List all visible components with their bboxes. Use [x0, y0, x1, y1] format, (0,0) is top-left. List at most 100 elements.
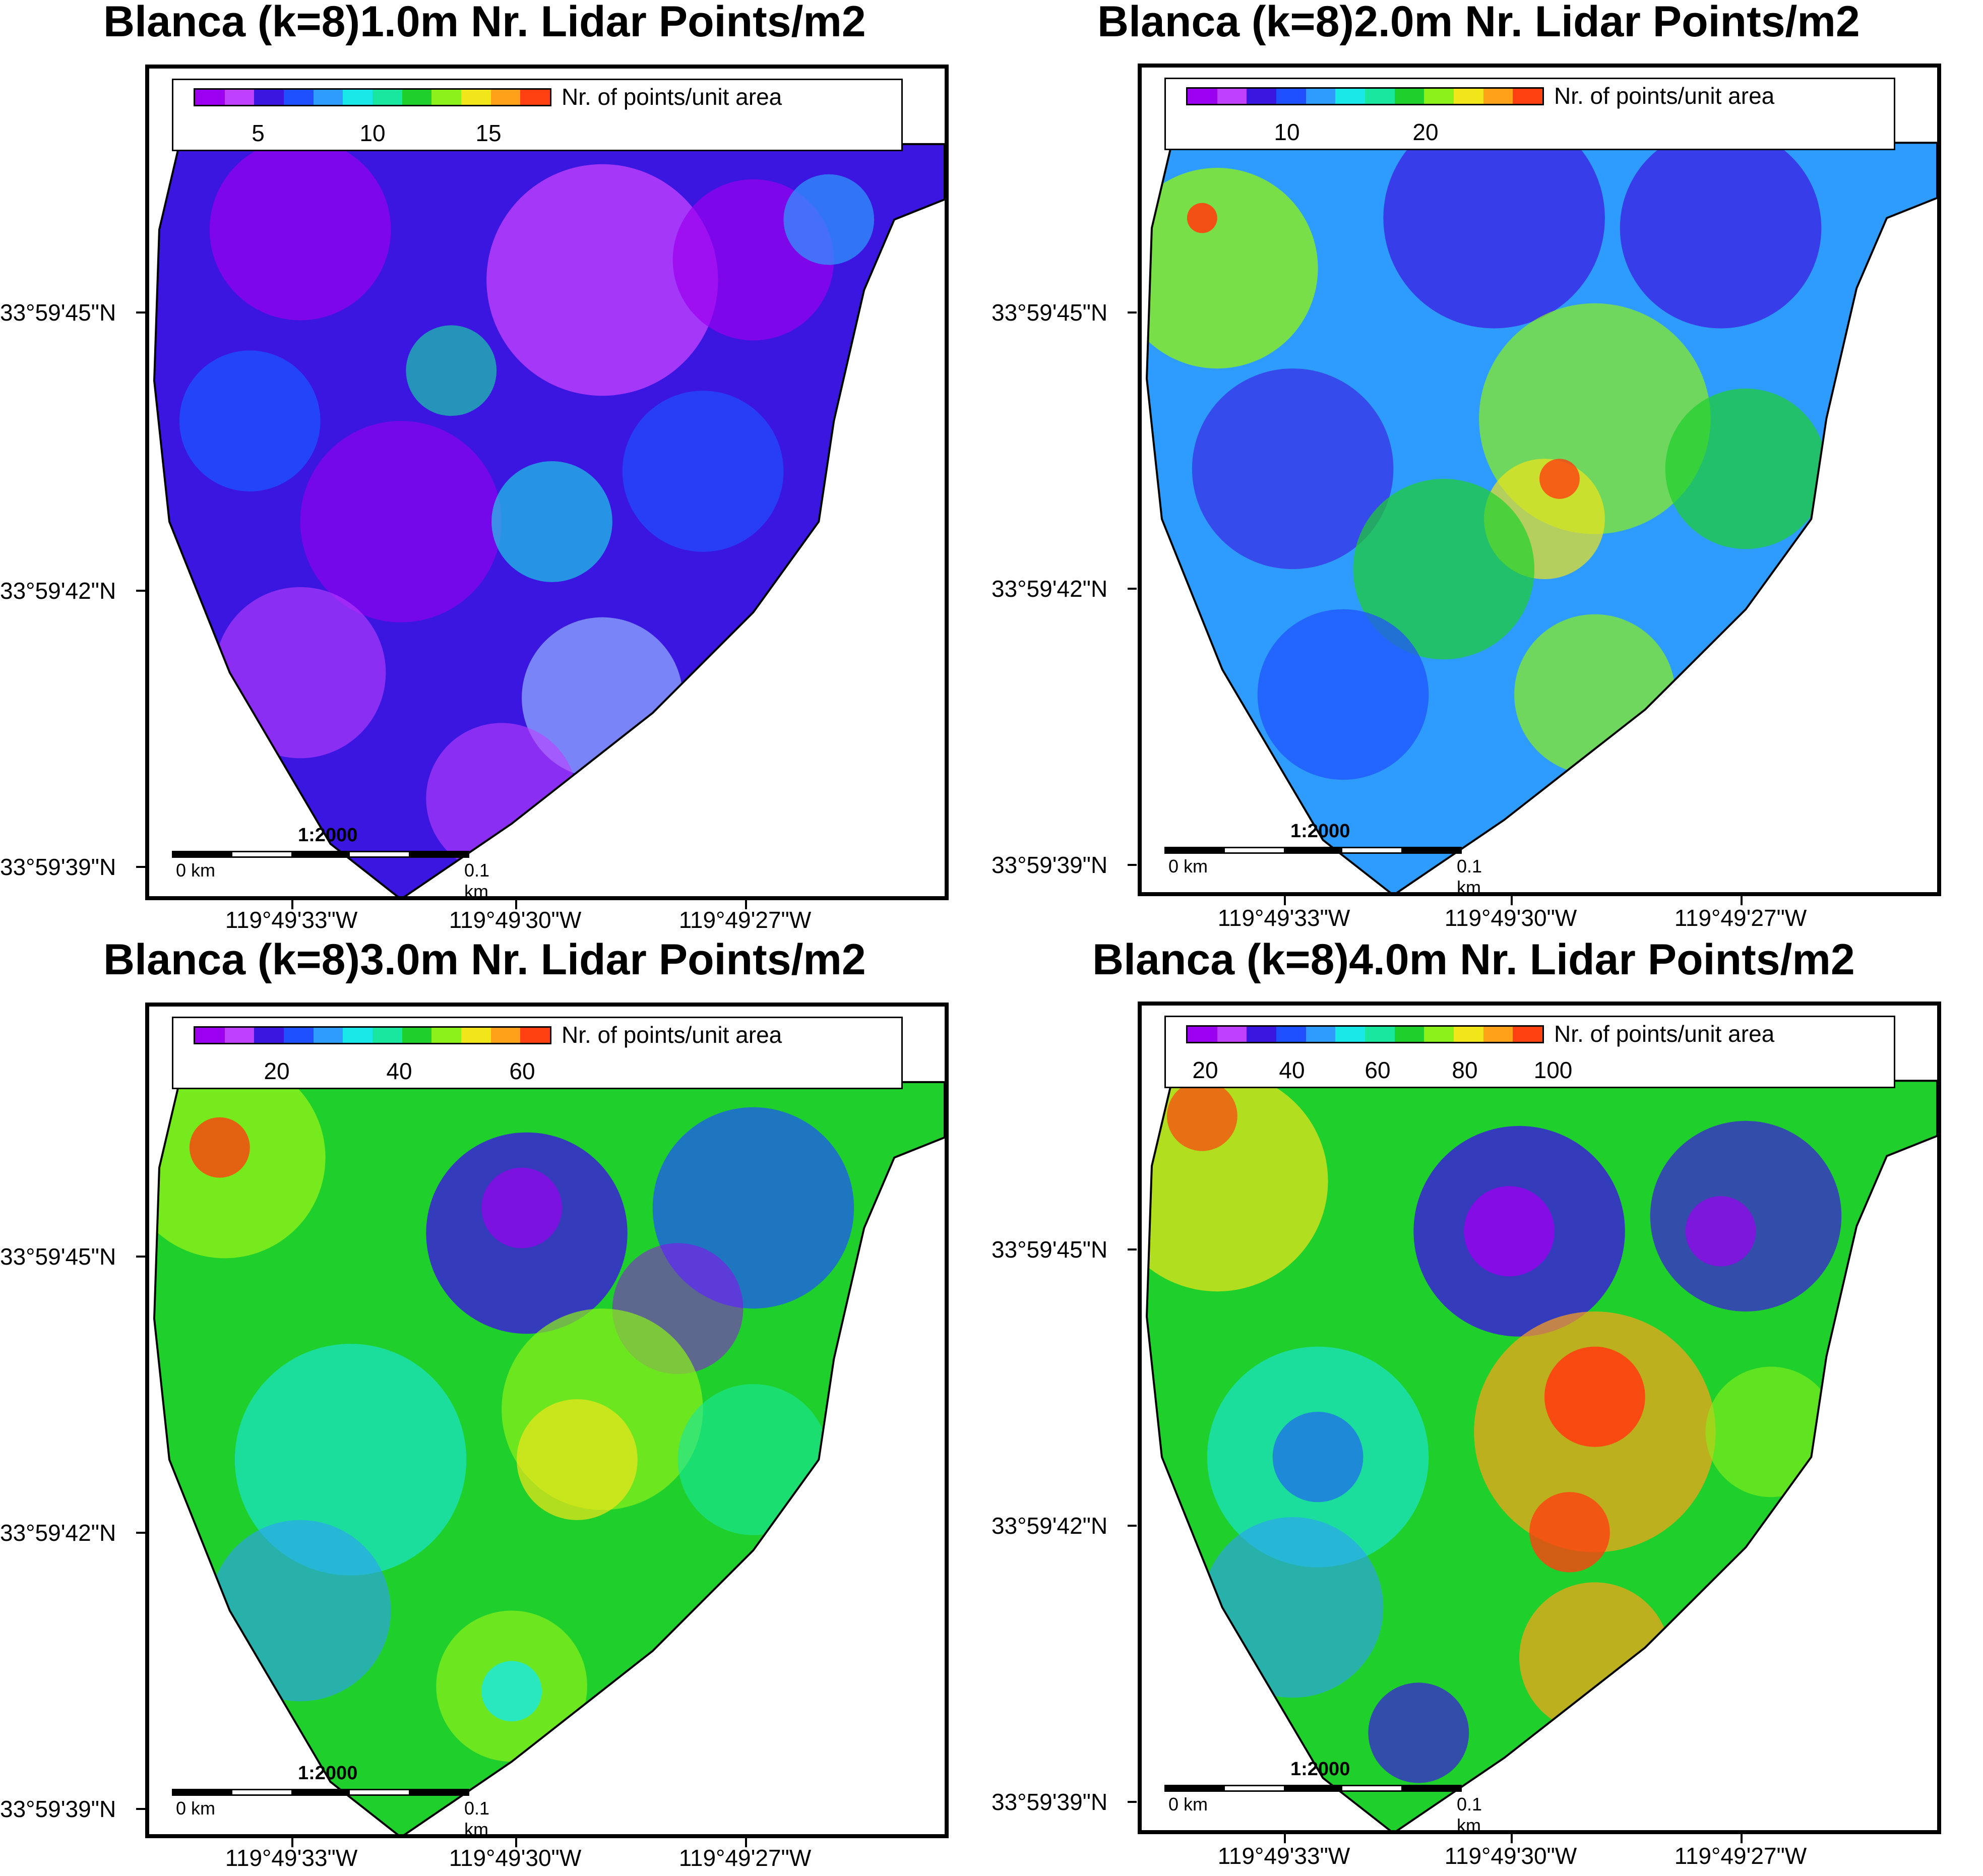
scale-ratio: 1:2000 [1290, 821, 1350, 842]
scale-left-label: 0 km [176, 860, 216, 881]
y-tick-label: 33°59'39"N [0, 1796, 116, 1822]
scale-ratio: 1:2000 [1290, 1759, 1350, 1780]
scale-left-label: 0 km [176, 1798, 216, 1819]
panel-title: Blanca (k=8)4.0m Nr. Lidar Points/m2 [1092, 935, 1855, 984]
x-tick-mark [1284, 896, 1286, 905]
y-tick-label: 33°59'42"N [0, 578, 116, 604]
colorbar-legend: Nr. of points/unit area 20 40 60 [172, 1017, 903, 1089]
y-tick-mark [136, 1808, 145, 1810]
scale-bar: 1:2000 0 km 0.1 km [172, 1763, 489, 1834]
scale-right-label: 0.1 km [1457, 1794, 1482, 1834]
legend-label: Nr. of points/unit area [1554, 1021, 1775, 1047]
x-tick-label: 119°49'33"W [225, 1845, 358, 1871]
colorbar-tick-label: 10 [359, 120, 386, 146]
x-tick-label: 119°49'33"W [225, 907, 358, 933]
x-tick-label: 119°49'27"W [678, 907, 812, 933]
y-tick-label: 33°59'42"N [992, 576, 1108, 602]
legend-label: Nr. of points/unit area [562, 1022, 782, 1048]
x-tick-label: 119°49'27"W [1674, 905, 1807, 931]
colorbar [194, 1026, 551, 1044]
y-tick-mark [136, 590, 145, 592]
x-tick-label: 119°49'33"W [1217, 1843, 1350, 1869]
legend-label: Nr. of points/unit area [562, 84, 782, 110]
scale-right-label: 0.1 km [464, 860, 490, 900]
colorbar-tick-label: 20 [264, 1058, 290, 1084]
map-frame: Nr. of points/unit area 20 40 60 80 100 … [1138, 1002, 1941, 1834]
x-tick-label: 119°49'27"W [678, 1845, 812, 1871]
panel-title: Blanca (k=8)2.0m Nr. Lidar Points/m2 [1097, 0, 1860, 46]
x-tick-label: 119°49'30"W [449, 907, 582, 933]
y-tick-mark [136, 866, 145, 868]
colorbar-tick-label: 60 [509, 1058, 535, 1084]
density-map [1145, 142, 1937, 892]
scale-left-label: 0 km [1168, 1794, 1208, 1815]
y-tick-mark [1128, 1248, 1137, 1250]
y-tick-mark [1128, 1801, 1137, 1803]
map-panel-4m: Blanca (k=8)4.0m Nr. Lidar Points/m2 33°… [992, 935, 1983, 1876]
density-map [153, 143, 945, 896]
x-tick-label: 119°49'33"W [1217, 905, 1350, 931]
y-tick-mark [1128, 1525, 1137, 1527]
x-tick-mark [1511, 1834, 1513, 1843]
x-tick-mark [745, 1838, 747, 1847]
map-panel-2m: Blanca (k=8)2.0m Nr. Lidar Points/m2 33°… [992, 0, 1983, 938]
colorbar [1186, 87, 1544, 105]
panel-title: Blanca (k=8)1.0m Nr. Lidar Points/m2 [103, 0, 866, 46]
colorbar-legend: Nr. of points/unit area 20 40 60 80 100 [1164, 1016, 1895, 1088]
colorbar-tick-label: 100 [1533, 1057, 1573, 1083]
colorbar-legend: Nr. of points/unit area 10 20 [1164, 78, 1895, 150]
map-panel-3m: Blanca (k=8)3.0m Nr. Lidar Points/m2 33°… [0, 935, 992, 1876]
x-tick-mark [1284, 1834, 1286, 1843]
colorbar-tick-label: 10 [1274, 119, 1300, 145]
x-tick-label: 119°49'30"W [1444, 1843, 1577, 1869]
x-tick-mark [1741, 896, 1743, 905]
map-frame: Nr. of points/unit area 10 20 1:2000 0 k… [1138, 64, 1941, 896]
y-tick-mark [1128, 588, 1137, 590]
colorbar [194, 88, 551, 106]
scale-bar: 1:2000 0 km 0.1 km [172, 825, 489, 896]
map-frame: Nr. of points/unit area 20 40 60 1:2000 … [145, 1003, 949, 1838]
y-tick-label: 33°59'42"N [992, 1513, 1108, 1539]
y-tick-label: 33°59'45"N [0, 299, 116, 326]
y-tick-mark [1128, 311, 1137, 314]
x-tick-label: 119°49'30"W [1444, 905, 1577, 931]
x-tick-mark [291, 1838, 293, 1847]
y-tick-label: 33°59'39"N [0, 854, 116, 880]
y-tick-label: 33°59'45"N [0, 1243, 116, 1270]
colorbar-tick-label: 40 [386, 1058, 412, 1084]
map-frame: Nr. of points/unit area 5 10 15 1:2000 0… [145, 65, 949, 900]
y-tick-mark [136, 1532, 145, 1534]
scale-ratio: 1:2000 [298, 825, 358, 846]
y-tick-label: 33°59'39"N [992, 852, 1108, 878]
colorbar-tick-label: 20 [1412, 119, 1439, 145]
panel-title: Blanca (k=8)3.0m Nr. Lidar Points/m2 [103, 935, 866, 984]
legend-label: Nr. of points/unit area [1554, 83, 1775, 109]
y-tick-mark [1128, 864, 1137, 866]
y-tick-label: 33°59'45"N [992, 299, 1108, 326]
colorbar-tick-label: 40 [1279, 1057, 1305, 1083]
y-tick-label: 33°59'45"N [992, 1236, 1108, 1263]
colorbar-legend: Nr. of points/unit area 5 10 15 [172, 79, 903, 151]
scale-bar: 1:2000 0 km 0.1 km [1164, 821, 1482, 892]
x-tick-mark [515, 900, 517, 909]
scale-left-label: 0 km [1168, 856, 1208, 877]
y-tick-label: 33°59'42"N [0, 1520, 116, 1546]
scale-ratio: 1:2000 [298, 1763, 358, 1784]
y-tick-mark [136, 1256, 145, 1258]
scale-right-label: 0.1 km [1457, 856, 1482, 896]
x-tick-mark [291, 900, 293, 909]
colorbar-tick-label: 80 [1452, 1057, 1478, 1083]
x-tick-label: 119°49'27"W [1674, 1843, 1807, 1869]
colorbar-tick-label: 60 [1365, 1057, 1391, 1083]
map-panel-1m: Blanca (k=8)1.0m Nr. Lidar Points/m2 33°… [0, 0, 992, 938]
density-map [1145, 1080, 1937, 1830]
colorbar-tick-label: 20 [1192, 1057, 1218, 1083]
x-tick-label: 119°49'30"W [449, 1845, 582, 1871]
density-map [153, 1081, 945, 1834]
y-tick-label: 33°59'39"N [992, 1789, 1108, 1815]
x-tick-mark [515, 1838, 517, 1847]
scale-right-label: 0.1 km [464, 1798, 490, 1838]
y-tick-mark [136, 311, 145, 314]
x-tick-mark [745, 900, 747, 909]
colorbar-tick-label: 15 [475, 120, 502, 146]
